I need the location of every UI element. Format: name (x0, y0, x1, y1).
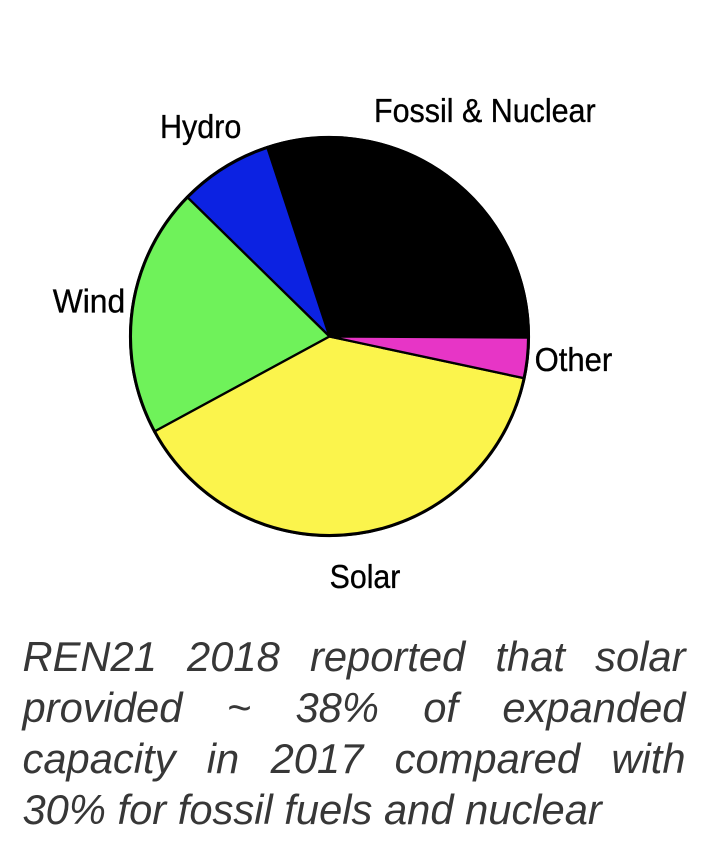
svg-text:Other: Other (535, 342, 613, 379)
svg-text:Hydro: Hydro (160, 109, 241, 146)
svg-text:Wind: Wind (53, 283, 126, 320)
svg-text:Fossil & Nuclear: Fossil & Nuclear (374, 93, 596, 130)
svg-text:Solar: Solar (330, 559, 401, 596)
